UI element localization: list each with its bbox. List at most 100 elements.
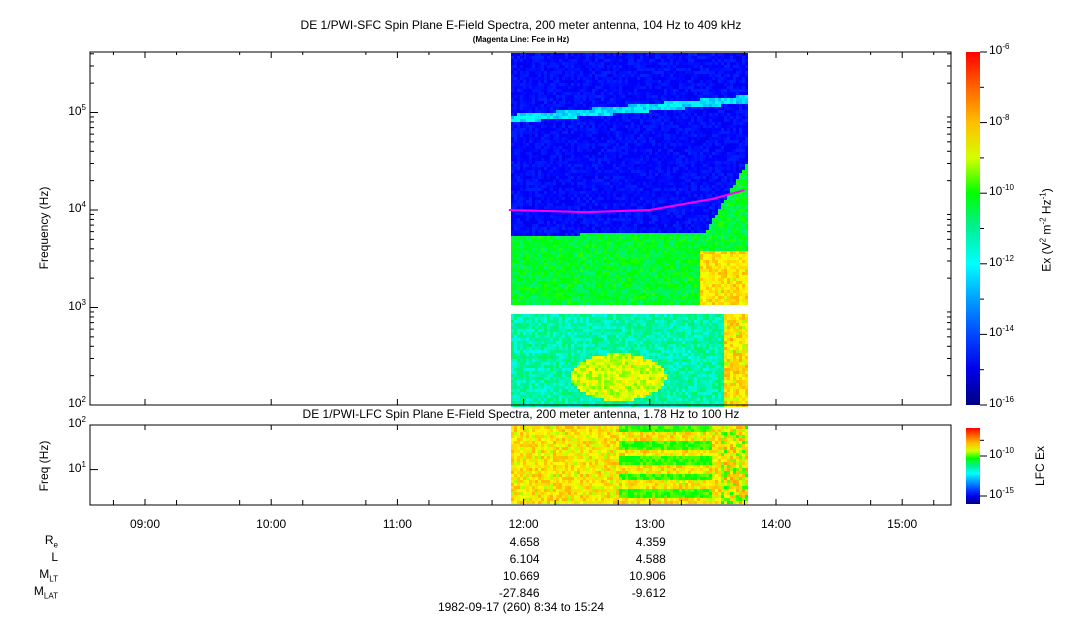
heatmap-cell: [517, 83, 520, 86]
heatmap-cell: [544, 236, 547, 239]
heatmap-cell: [577, 323, 580, 326]
heatmap-cell: [541, 320, 544, 323]
heatmap-cell: [547, 161, 550, 164]
heatmap-cell: [532, 248, 535, 251]
heatmap-cell: [601, 212, 604, 215]
heatmap-cell: [616, 65, 619, 68]
heatmap-cell: [547, 314, 550, 317]
heatmap-cell: [595, 182, 598, 185]
heatmap-cell: [541, 395, 544, 398]
heatmap-cell: [538, 242, 541, 245]
heatmap-cell: [523, 227, 526, 230]
heatmap-cell: [529, 86, 532, 89]
heatmap-cell: [589, 359, 592, 362]
heatmap-cell: [604, 332, 607, 335]
heatmap-cell: [592, 167, 595, 170]
heatmap-cell: [628, 392, 631, 395]
heatmap-cell: [613, 371, 616, 374]
heatmap-cell: [544, 161, 547, 164]
heatmap-cell: [550, 188, 553, 191]
heatmap-cell: [532, 335, 535, 338]
heatmap-cell: [544, 191, 547, 194]
heatmap-cell: [517, 119, 520, 122]
heatmap-cell: [556, 158, 559, 161]
heatmap-cell: [610, 239, 613, 242]
heatmap-cell: [586, 203, 589, 206]
heatmap-cell: [616, 338, 619, 341]
heatmap-cell: [592, 155, 595, 158]
heatmap-cell: [517, 395, 520, 398]
heatmap-cell: [637, 92, 640, 95]
heatmap-cell: [625, 146, 628, 149]
heatmap-cell: [574, 182, 577, 185]
heatmap-cell: [517, 65, 520, 68]
heatmap-cell: [574, 272, 577, 275]
heatmap-cell: [550, 314, 553, 317]
heatmap-cell: [547, 122, 550, 125]
heatmap-cell: [511, 71, 514, 74]
heatmap-cell: [517, 326, 520, 329]
heatmap-cell: [556, 125, 559, 128]
heatmap-cell: [523, 251, 526, 254]
heatmap-cell: [580, 218, 583, 221]
heatmap-cell: [616, 53, 619, 56]
heatmap-cell: [607, 395, 610, 398]
heatmap-cell: [604, 80, 607, 83]
heatmap-cell: [565, 266, 568, 269]
heatmap-cell: [511, 170, 514, 173]
heatmap-cell: [568, 122, 571, 125]
heatmap-cell: [592, 248, 595, 251]
heatmap-cell: [556, 215, 559, 218]
heatmap-cell: [577, 344, 580, 347]
heatmap-cell: [544, 368, 547, 371]
heatmap-cell: [589, 209, 592, 212]
heatmap-cell: [571, 128, 574, 131]
heatmap-cell: [625, 92, 628, 95]
heatmap-cell: [589, 113, 592, 116]
heatmap-cell: [571, 146, 574, 149]
heatmap-cell: [586, 146, 589, 149]
heatmap-cell: [598, 290, 601, 293]
heatmap-cell: [538, 350, 541, 353]
heatmap-cell: [601, 275, 604, 278]
heatmap-cell: [631, 338, 634, 341]
heatmap-cell: [607, 140, 610, 143]
heatmap-cell: [604, 221, 607, 224]
heatmap-cell: [619, 263, 622, 266]
heatmap-cell: [544, 137, 547, 140]
heatmap-cell: [544, 344, 547, 347]
heatmap-cell: [619, 233, 622, 236]
heatmap-cell: [601, 242, 604, 245]
heatmap-cell: [553, 110, 556, 113]
heatmap-cell: [529, 317, 532, 320]
heatmap-cell: [562, 302, 565, 305]
heatmap-cell: [511, 197, 514, 200]
heatmap-cell: [529, 95, 532, 98]
heatmap-cell: [526, 89, 529, 92]
heatmap-cell: [574, 98, 577, 101]
heatmap-cell: [601, 365, 604, 368]
heatmap-cell: [541, 212, 544, 215]
heatmap-cell: [541, 302, 544, 305]
heatmap-cell: [520, 152, 523, 155]
heatmap-cell: [580, 113, 583, 116]
heatmap-cell: [577, 356, 580, 359]
heatmap-cell: [610, 131, 613, 134]
heatmap-cell: [538, 302, 541, 305]
heatmap-cell: [565, 227, 568, 230]
heatmap-cell: [601, 362, 604, 365]
heatmap-cell: [592, 359, 595, 362]
heatmap-cell: [577, 299, 580, 302]
heatmap-cell: [571, 194, 574, 197]
heatmap-cell: [526, 371, 529, 374]
heatmap-cell: [556, 284, 559, 287]
heatmap-cell: [517, 302, 520, 305]
heatmap-cell: [511, 62, 514, 65]
heatmap-cell: [598, 107, 601, 110]
heatmap-cell: [616, 59, 619, 62]
heatmap-cell: [532, 254, 535, 257]
heatmap-cell: [571, 53, 574, 56]
heatmap-cell: [517, 71, 520, 74]
heatmap-cell: [577, 287, 580, 290]
heatmap-cell: [616, 173, 619, 176]
